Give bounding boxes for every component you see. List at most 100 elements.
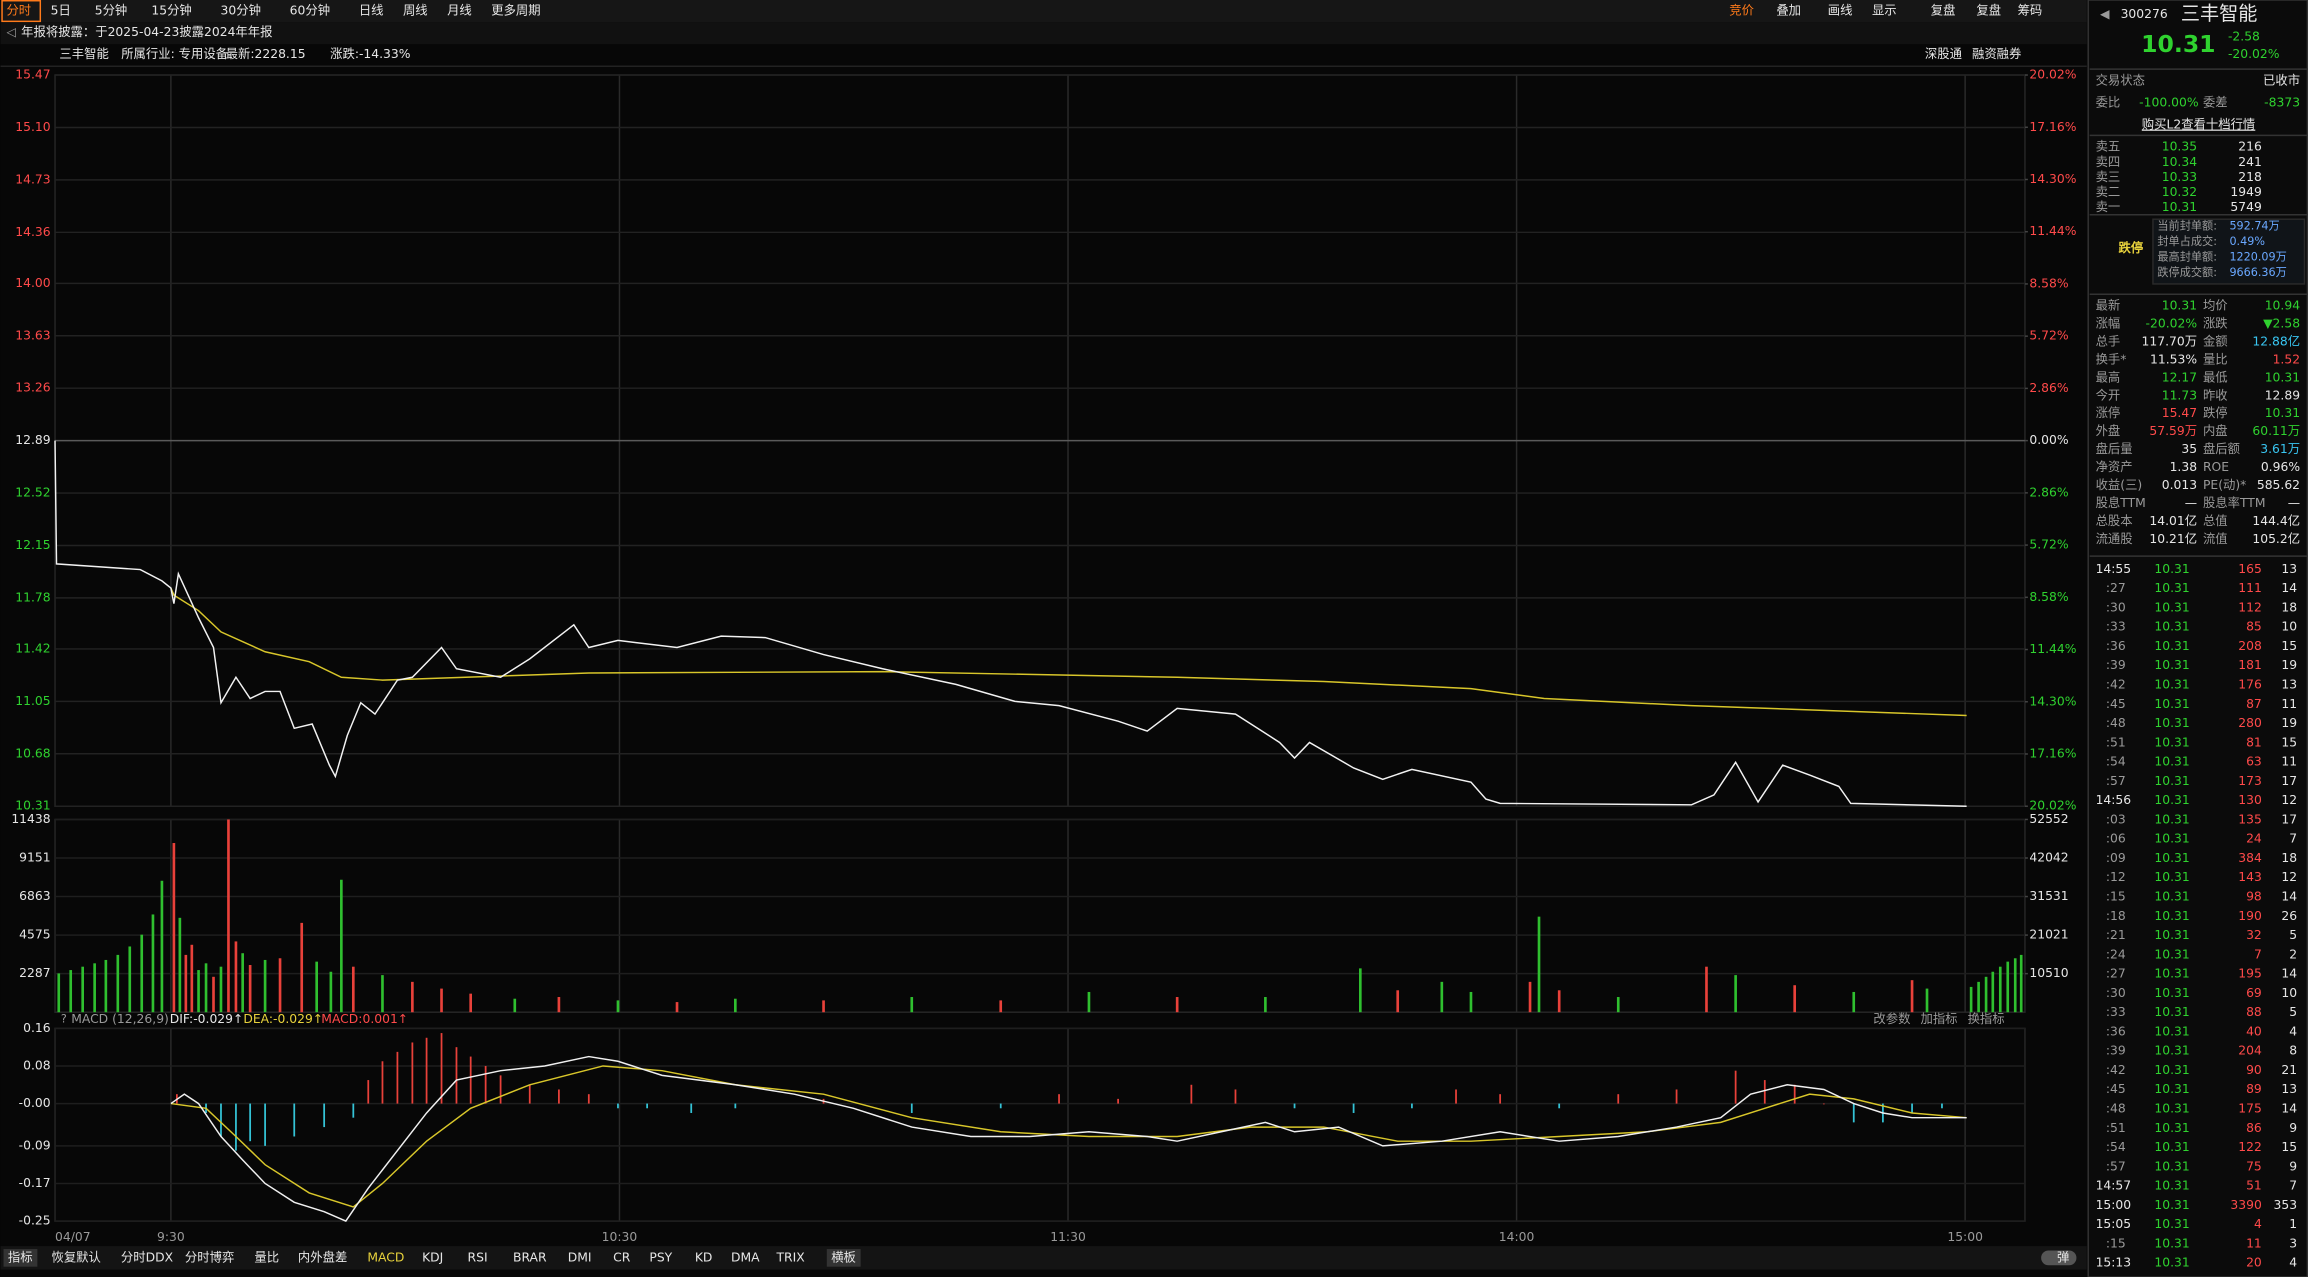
indicator-tab[interactable]: MACD	[367, 1250, 404, 1264]
collapse-icon[interactable]: ◀	[2100, 7, 2110, 21]
tick-count: 14	[2281, 1101, 2297, 1115]
tick-count: 18	[2281, 851, 2297, 865]
indicator-tab[interactable]: PSY	[649, 1250, 672, 1264]
period-tab[interactable]: 5分钟	[95, 3, 128, 18]
ask-volume: 241	[2238, 155, 2262, 169]
indicator-tab[interactable]: DMI	[568, 1250, 592, 1264]
indicator-tab[interactable]: 恢复默认	[51, 1249, 100, 1264]
macd-bar	[381, 1061, 384, 1104]
y2-tick-label: 11.44%	[2029, 224, 2076, 238]
tick-price: 10.31	[2154, 562, 2189, 576]
toolbar-button[interactable]: 画线	[1828, 4, 1853, 18]
stat-label: 股息率TTM	[2203, 495, 2266, 510]
tick-time: :36	[2106, 639, 2126, 653]
volume-bar	[248, 965, 252, 1013]
tick-price: 10.31	[2154, 1044, 2189, 1058]
y2-tick-label: 5.72%	[2029, 538, 2068, 552]
period-tab[interactable]: 月线	[447, 4, 472, 18]
toolbar-button[interactable]: 显示	[1872, 4, 1897, 18]
macd-button[interactable]: 加指标	[1920, 1011, 1957, 1026]
info-tag[interactable]: 融资融券	[1972, 46, 2022, 61]
toolbar-button[interactable]: 叠加	[1776, 4, 1801, 18]
volume-bar	[140, 934, 144, 1013]
macd-tick-label: -0.00	[19, 1096, 51, 1110]
toolbar-button[interactable]: 复盘	[1931, 3, 1956, 18]
tick-volume: 75	[2246, 1159, 2262, 1173]
period-tab[interactable]: 更多周期	[491, 4, 540, 18]
stat-label: 内盘	[2203, 423, 2228, 438]
x-tick-label: 11:30	[1050, 1230, 1086, 1244]
period-tab[interactable]: 15分钟	[151, 3, 191, 18]
tick-volume: 112	[2238, 600, 2262, 614]
macd-bar	[1293, 1103, 1296, 1109]
volume-bar	[69, 970, 73, 1013]
tick-price: 10.31	[2154, 1198, 2189, 1212]
volume-bar	[1175, 997, 1179, 1013]
toolbar-button[interactable]: 竞价	[1729, 4, 1754, 18]
limit-label: 跌停	[2119, 240, 2144, 255]
l2-link[interactable]: 购买L2查看十档行情	[2142, 117, 2255, 132]
info-tag[interactable]: 深股通	[1925, 47, 1962, 61]
period-tab[interactable]: 5日	[51, 4, 71, 18]
volume-bar	[197, 970, 200, 1013]
stat-value: 117.70万	[2142, 334, 2198, 348]
indicator-tab[interactable]: 分时博弈	[185, 1249, 234, 1264]
period-tab[interactable]: 周线	[403, 4, 428, 18]
stat-label: 最新	[2096, 298, 2121, 313]
macd-bar	[558, 1089, 560, 1104]
tick-price: 10.31	[2154, 600, 2189, 614]
notice-bar	[0, 22, 2087, 45]
volume-bar	[278, 958, 282, 1013]
period-tab[interactable]: 分时	[6, 4, 31, 18]
volume-tick-label: 4575	[19, 928, 50, 942]
indicator-tab[interactable]: TRIX	[775, 1250, 805, 1264]
stat-label: PE(动)*	[2203, 478, 2246, 492]
y2-tick-label: 0.00%	[2029, 433, 2068, 447]
x-tick-label: 14:00	[1499, 1230, 1535, 1244]
volume-bar	[1793, 985, 1797, 1013]
tick-count: 9	[2289, 1159, 2297, 1173]
macd-bar	[1234, 1089, 1237, 1104]
macd-button[interactable]: 改参数	[1873, 1011, 1910, 1026]
status-value: 已收市	[2263, 72, 2300, 87]
indicator-tab[interactable]: BRAR	[513, 1250, 547, 1264]
indicator-tab[interactable]: KDJ	[422, 1250, 443, 1264]
tick-volume: 122	[2238, 1140, 2262, 1154]
macd-bar	[499, 1075, 502, 1104]
indicator-tab[interactable]: KD	[695, 1250, 713, 1264]
indicator-tab[interactable]: 横板	[831, 1250, 856, 1264]
toolbar-button[interactable]: 筹码	[2018, 4, 2043, 18]
indicator-tab[interactable]: 指标	[8, 1249, 33, 1264]
stat-value: —	[2185, 496, 2197, 510]
indicator-tab[interactable]: RSI	[468, 1250, 488, 1264]
macd-bar	[1117, 1098, 1119, 1104]
active-tab-frame	[1, 0, 42, 23]
indicator-tab[interactable]: CR	[613, 1250, 631, 1264]
volume-bar	[57, 973, 61, 1013]
macd-button[interactable]: 换指标	[1968, 1011, 2005, 1026]
toolbar-button[interactable]: 复盘	[1976, 3, 2001, 18]
macd-tick-label: 0.16	[23, 1021, 51, 1035]
period-tab[interactable]: 日线	[359, 4, 384, 18]
volume-bar	[340, 879, 343, 1013]
tick-count: 13	[2281, 1082, 2297, 1096]
indicator-tab[interactable]: DMA	[731, 1250, 760, 1264]
tick-count: 3	[2289, 1236, 2297, 1250]
period-tab[interactable]: 60分钟	[290, 3, 330, 18]
stat-value: -20.02%	[2146, 316, 2198, 330]
indicator-tab[interactable]: 分时DDX	[121, 1250, 174, 1264]
indicator-tab[interactable]: 量比	[254, 1250, 279, 1264]
toggle-label[interactable]: 弹	[2057, 1250, 2069, 1264]
macd-bar	[999, 1103, 1002, 1109]
period-tab[interactable]: 30分钟	[221, 3, 261, 18]
tick-price: 10.31	[2154, 889, 2189, 903]
price-change-pct: -20.02%	[2228, 47, 2280, 61]
tick-volume: 181	[2238, 658, 2262, 672]
macd-label: MACD (12,26,9)	[71, 1012, 169, 1026]
tick-price: 10.31	[2154, 1063, 2189, 1077]
tick-time: :48	[2106, 716, 2126, 730]
indicator-tab[interactable]: 内外盘差	[298, 1249, 347, 1264]
wc-value: -8373	[2264, 95, 2300, 109]
limit-row-label: 当前封单额:	[2157, 219, 2217, 233]
